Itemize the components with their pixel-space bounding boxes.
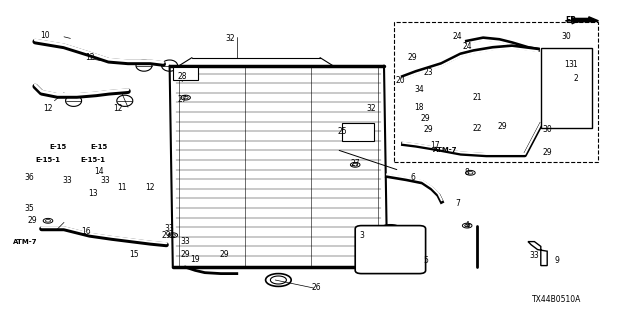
Text: 17: 17 bbox=[430, 141, 440, 150]
Text: 29: 29 bbox=[161, 231, 172, 240]
Text: 30: 30 bbox=[561, 32, 572, 41]
Text: 33: 33 bbox=[180, 237, 191, 246]
Text: 29: 29 bbox=[219, 250, 229, 259]
Text: FR.: FR. bbox=[566, 16, 580, 25]
Bar bbox=[541, 48, 592, 128]
Text: 8: 8 bbox=[465, 168, 470, 177]
Text: ATM-7: ATM-7 bbox=[13, 239, 38, 244]
Bar bbox=[173, 67, 198, 80]
Text: 29: 29 bbox=[542, 148, 552, 156]
Text: 7: 7 bbox=[455, 199, 460, 208]
Text: 25: 25 bbox=[337, 127, 348, 136]
Text: 33: 33 bbox=[529, 252, 540, 260]
Text: 34: 34 bbox=[414, 85, 424, 94]
Text: 28: 28 bbox=[178, 72, 187, 81]
Text: 22: 22 bbox=[472, 124, 481, 132]
Text: 18: 18 bbox=[415, 103, 424, 112]
Text: 32: 32 bbox=[225, 34, 236, 43]
Text: 21: 21 bbox=[472, 93, 481, 102]
Text: 11: 11 bbox=[117, 183, 126, 192]
Text: 19: 19 bbox=[190, 255, 200, 264]
Text: 3: 3 bbox=[359, 231, 364, 240]
Text: 12: 12 bbox=[85, 53, 94, 62]
Text: 27: 27 bbox=[350, 159, 360, 168]
Text: TX44B0510A: TX44B0510A bbox=[532, 295, 582, 304]
Text: 33: 33 bbox=[164, 224, 175, 233]
Text: 29: 29 bbox=[408, 53, 418, 62]
Polygon shape bbox=[528, 242, 547, 266]
Text: 32: 32 bbox=[366, 104, 376, 113]
Text: 4: 4 bbox=[465, 221, 470, 230]
Bar bbox=[394, 22, 598, 162]
Text: 26: 26 bbox=[312, 284, 322, 292]
Text: 6: 6 bbox=[410, 173, 415, 182]
Text: 29: 29 bbox=[180, 250, 191, 259]
Text: 16: 16 bbox=[81, 228, 92, 236]
Text: 33: 33 bbox=[100, 176, 111, 185]
FancyArrow shape bbox=[573, 17, 598, 25]
Text: E-15: E-15 bbox=[91, 144, 108, 150]
Text: 29: 29 bbox=[424, 125, 434, 134]
Text: 29: 29 bbox=[497, 122, 508, 131]
Text: 12: 12 bbox=[44, 104, 52, 113]
FancyBboxPatch shape bbox=[355, 226, 426, 274]
Text: 33: 33 bbox=[62, 176, 72, 185]
Text: ATM-7: ATM-7 bbox=[433, 148, 457, 153]
Text: 35: 35 bbox=[24, 204, 34, 212]
Text: 29: 29 bbox=[27, 216, 37, 225]
Text: 9: 9 bbox=[554, 256, 559, 265]
Text: 27: 27 bbox=[177, 95, 188, 104]
Text: 29: 29 bbox=[420, 114, 431, 123]
Text: 30: 30 bbox=[542, 125, 552, 134]
Text: 1: 1 bbox=[564, 60, 569, 68]
Bar bbox=[342, 123, 374, 141]
Text: 12: 12 bbox=[114, 104, 123, 113]
Text: 24: 24 bbox=[452, 32, 463, 41]
Text: 14: 14 bbox=[94, 167, 104, 176]
Text: 15: 15 bbox=[129, 250, 140, 259]
Text: 5: 5 bbox=[423, 256, 428, 265]
Text: 23: 23 bbox=[424, 68, 434, 76]
Text: 31: 31 bbox=[568, 60, 578, 68]
Text: 24: 24 bbox=[462, 42, 472, 51]
Text: 13: 13 bbox=[88, 189, 98, 198]
Text: 2: 2 bbox=[573, 74, 579, 83]
Text: E-15-1: E-15-1 bbox=[80, 157, 106, 163]
Text: 12: 12 bbox=[146, 183, 155, 192]
Text: 36: 36 bbox=[24, 173, 34, 182]
Text: 20: 20 bbox=[395, 76, 405, 84]
Text: E-15: E-15 bbox=[49, 144, 66, 150]
Text: E-15-1: E-15-1 bbox=[35, 157, 61, 163]
Text: 10: 10 bbox=[40, 31, 50, 40]
